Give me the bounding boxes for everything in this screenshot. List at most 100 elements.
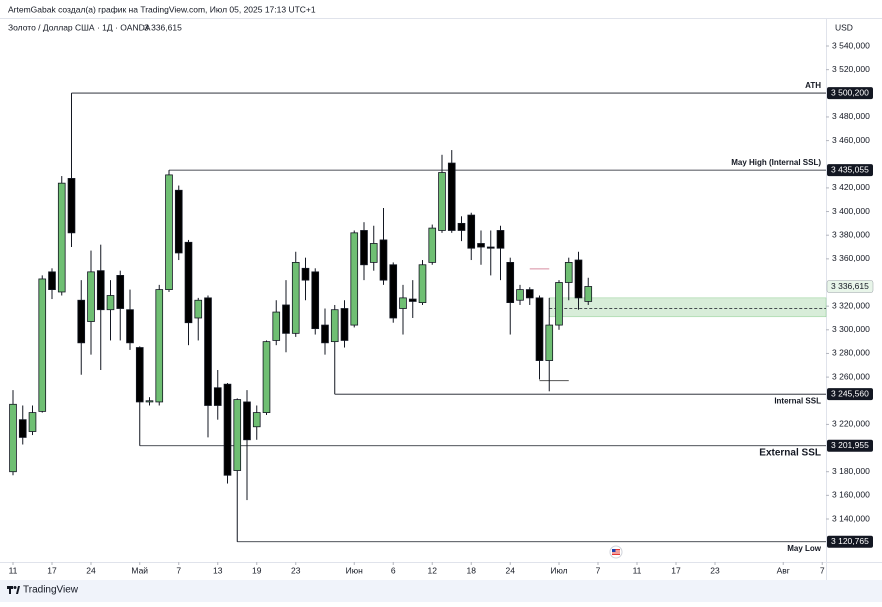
candle-body [467, 214, 476, 249]
candle-body [506, 262, 515, 304]
header-price: 3 336,615 [144, 22, 182, 32]
y-tick-label: 3 300,000 [832, 324, 870, 334]
candle-body [272, 311, 281, 341]
candle-body [379, 239, 388, 281]
candle-body [321, 324, 329, 344]
x-tick-label: 24 [86, 565, 96, 575]
x-tick-label: 19 [252, 565, 262, 575]
candle-body [496, 230, 505, 249]
price-label: 3 435,055 [831, 164, 869, 174]
candle-body [145, 400, 154, 403]
last-price-box [826, 280, 874, 293]
candle-body [545, 324, 554, 361]
candle-body [564, 262, 573, 283]
footer-bar [0, 580, 882, 602]
price-label: 3 245,560 [831, 388, 869, 398]
candle-body [574, 259, 583, 299]
price-label-box [827, 87, 873, 100]
x-tick-label: 11 [633, 565, 642, 575]
candle-body [457, 222, 466, 231]
x-tick-label: 13 [213, 565, 223, 575]
x-tick-label: 23 [710, 565, 720, 575]
candle-body [126, 309, 134, 344]
x-tick-label: 24 [506, 565, 516, 575]
x-tick-label: 7 [596, 565, 601, 575]
x-tick-label: 7 [820, 565, 825, 575]
y-tick-label: 3 540,000 [832, 40, 870, 50]
candle-body [447, 162, 456, 231]
candle-body [96, 270, 105, 311]
level-name: ATH [805, 81, 821, 90]
candle-body [262, 341, 271, 413]
candle-body [116, 275, 125, 309]
y-tick-label: 3 460,000 [832, 135, 870, 145]
candle-body [213, 387, 222, 406]
candle-body [155, 289, 164, 403]
symbol-title: Золото / Доллар США · 1Д · OANDA [8, 22, 151, 32]
candle-body [428, 227, 437, 263]
x-tick-label: Июн [346, 565, 363, 575]
candle-body [555, 282, 563, 326]
candle-body [194, 299, 203, 319]
candle-body [18, 419, 27, 438]
price-label: 3 120,765 [831, 536, 869, 546]
currency: USD [835, 22, 853, 32]
candle-body [486, 246, 495, 249]
event-flag [609, 545, 623, 559]
y-tick-label: 3 420,000 [832, 182, 870, 192]
candle-body [438, 172, 446, 231]
y-tick-label: 3 380,000 [832, 229, 870, 239]
x-tick-label: 11 [9, 565, 18, 575]
y-tick-label: 3 320,000 [832, 300, 870, 310]
x-tick-label: 17 [47, 565, 57, 575]
level-name: External SSL [759, 447, 821, 458]
x-tick-label: Июл [550, 565, 567, 575]
candle-body [243, 401, 251, 441]
candle-body [106, 295, 115, 311]
author-line: ArtemGabak создал(а) график на TradingVi… [8, 4, 316, 14]
x-tick-label: 18 [467, 565, 477, 575]
candle-body [38, 278, 47, 412]
x-tick-label: 23 [291, 565, 301, 575]
x-tick-label: 17 [671, 565, 681, 575]
candle-body [340, 308, 349, 341]
y-tick-label: 3 140,000 [832, 513, 870, 523]
y-tick-label: 3 520,000 [832, 64, 870, 74]
price-label-box [827, 388, 873, 401]
candle-body [174, 189, 183, 254]
candle-body [252, 412, 261, 428]
candle-body [165, 174, 173, 290]
candle-body [135, 347, 144, 403]
price-label-box [827, 439, 873, 452]
candle-body [477, 243, 485, 248]
x-tick-label: 12 [428, 565, 438, 575]
y-tick-label: 3 160,000 [832, 490, 870, 500]
price-label: 3 201,955 [831, 440, 869, 450]
price-label-box [827, 164, 873, 177]
candle-body [311, 271, 320, 330]
candle-body [9, 403, 17, 473]
price-label: 3 500,200 [831, 87, 869, 97]
candle-body [525, 289, 534, 299]
candle-body [204, 297, 212, 406]
candle-body [184, 241, 193, 324]
candle-body [389, 264, 398, 319]
last-price-label: 3 336,615 [831, 281, 869, 291]
x-tick-label: 6 [391, 565, 396, 575]
candle-body [516, 289, 524, 301]
candle-body [77, 299, 86, 344]
tv-logo [7, 586, 20, 594]
y-tick-label: 3 260,000 [832, 371, 870, 381]
candle-body [282, 304, 290, 334]
candle-body [57, 182, 66, 293]
candle-body [87, 271, 95, 322]
candle-body [399, 297, 407, 309]
level-name: May Low [787, 544, 822, 553]
y-tick-label: 3 220,000 [832, 419, 870, 429]
x-tick-label: Авг [777, 565, 790, 575]
candle-body [360, 230, 368, 266]
candle-body [301, 267, 310, 281]
x-tick-label: Май [131, 565, 148, 575]
